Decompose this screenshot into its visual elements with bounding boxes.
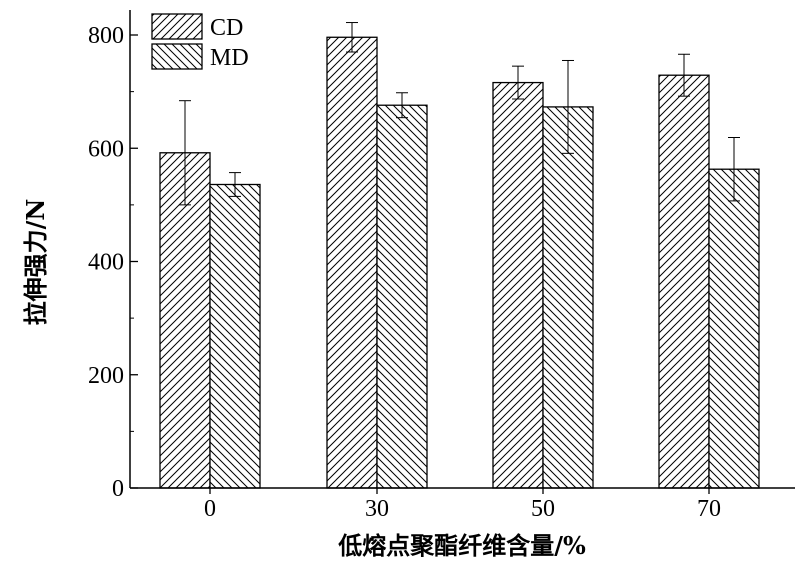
y-tick-label-400: 400 [88, 250, 124, 276]
error-bar-md-70 [728, 136, 740, 202]
legend-label-cd: CD [210, 15, 243, 41]
y-ticks: 0 200 400 600 800 [88, 23, 138, 502]
error-bar-md-30 [396, 92, 408, 119]
legend-item-cd: CD [151, 13, 243, 41]
legend-swatch-md [151, 43, 203, 70]
y-tick-label-200: 200 [88, 363, 124, 389]
x-tick-label-70: 70 [697, 496, 721, 522]
x-tick-label-30: 30 [365, 496, 389, 522]
bars-layer [159, 36, 760, 489]
y-axis-label: 拉伸强力/N [21, 199, 50, 326]
bar-md-0 [209, 183, 261, 489]
legend: CD MD [151, 13, 249, 71]
error-bar-cd-0 [179, 100, 191, 206]
error-bar-cd-50 [512, 65, 524, 100]
error-bars-layer [179, 22, 740, 206]
legend-item-md: MD [151, 43, 249, 71]
y-tick-label-800: 800 [88, 23, 124, 49]
y-tick-label-600: 600 [88, 136, 124, 162]
legend-label-md: MD [210, 45, 249, 71]
error-bar-md-50 [562, 59, 574, 154]
bar-md-70 [708, 168, 760, 489]
x-axis-label: 低熔点聚酯纤维含量/% [337, 531, 586, 560]
bar-cd-30 [326, 36, 378, 489]
bar-cd-70 [658, 74, 710, 489]
legend-swatch-cd [151, 13, 203, 40]
bar-md-50 [542, 106, 594, 489]
y-tick-label-0: 0 [112, 476, 124, 502]
error-bar-md-0 [229, 172, 241, 197]
error-bar-cd-70 [678, 53, 690, 97]
axes [129, 10, 795, 489]
error-bar-cd-30 [346, 22, 358, 53]
bar-cd-0 [159, 152, 211, 489]
bar-md-30 [376, 104, 428, 489]
x-tick-label-0: 0 [204, 496, 216, 522]
bar-cd-50 [492, 81, 544, 489]
x-tick-label-50: 50 [531, 496, 555, 522]
x-ticks: 0 30 50 70 [204, 488, 721, 522]
